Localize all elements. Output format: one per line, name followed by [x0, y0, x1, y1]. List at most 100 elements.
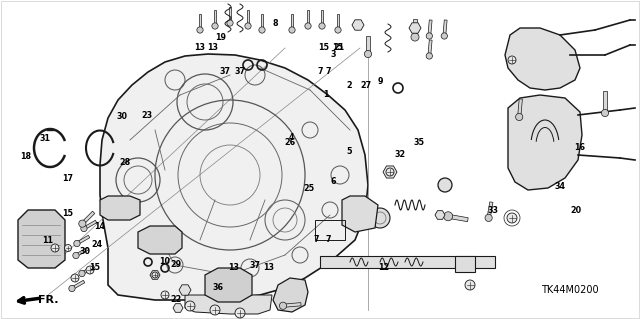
- Polygon shape: [413, 19, 417, 37]
- Circle shape: [197, 27, 203, 33]
- Text: 11: 11: [42, 236, 54, 245]
- Polygon shape: [100, 54, 368, 300]
- Text: 21: 21: [333, 43, 345, 52]
- Text: 13: 13: [207, 43, 218, 53]
- Polygon shape: [273, 278, 308, 312]
- Polygon shape: [366, 36, 370, 54]
- Text: 7: 7: [317, 67, 323, 76]
- Text: 7: 7: [325, 235, 331, 244]
- Text: 27: 27: [360, 81, 372, 90]
- Text: 36: 36: [212, 283, 223, 292]
- Text: 16: 16: [573, 143, 585, 152]
- Polygon shape: [321, 10, 323, 26]
- Text: 4: 4: [289, 133, 294, 142]
- Polygon shape: [198, 14, 202, 30]
- Text: 30: 30: [79, 248, 90, 256]
- Text: 13: 13: [263, 263, 275, 272]
- Text: 35: 35: [413, 138, 425, 147]
- Polygon shape: [337, 14, 339, 30]
- Polygon shape: [138, 226, 182, 254]
- Text: 37: 37: [249, 261, 260, 270]
- Text: 17: 17: [61, 174, 73, 183]
- Text: 37: 37: [234, 68, 246, 77]
- Circle shape: [508, 56, 516, 64]
- Circle shape: [51, 244, 59, 252]
- Text: 1: 1: [324, 90, 329, 99]
- Circle shape: [212, 23, 218, 29]
- Polygon shape: [214, 10, 216, 26]
- Circle shape: [227, 20, 233, 26]
- Text: 34: 34: [554, 182, 566, 191]
- Text: TK44M0200: TK44M0200: [541, 285, 599, 295]
- Text: 13: 13: [195, 43, 205, 53]
- Polygon shape: [205, 268, 252, 302]
- Circle shape: [426, 53, 433, 59]
- Circle shape: [370, 208, 390, 228]
- Polygon shape: [81, 211, 95, 225]
- Circle shape: [68, 286, 75, 292]
- Circle shape: [86, 266, 94, 274]
- Circle shape: [319, 23, 325, 29]
- Circle shape: [438, 178, 452, 192]
- Text: 31: 31: [39, 134, 51, 143]
- Text: 23: 23: [141, 111, 153, 120]
- Text: 9: 9: [378, 77, 383, 86]
- Polygon shape: [443, 20, 447, 36]
- Polygon shape: [246, 10, 250, 26]
- Circle shape: [280, 302, 287, 309]
- Text: 24: 24: [92, 241, 103, 249]
- Polygon shape: [150, 271, 160, 279]
- Polygon shape: [428, 40, 432, 56]
- Circle shape: [441, 33, 447, 39]
- Polygon shape: [260, 14, 264, 30]
- Text: 13: 13: [228, 263, 239, 272]
- Text: 25: 25: [303, 184, 315, 193]
- Circle shape: [245, 23, 251, 29]
- Polygon shape: [71, 280, 84, 290]
- Polygon shape: [100, 196, 140, 220]
- Circle shape: [152, 272, 158, 278]
- Text: 29: 29: [170, 260, 182, 269]
- Polygon shape: [342, 196, 378, 232]
- Text: 2: 2: [346, 81, 351, 90]
- Text: 18: 18: [20, 152, 31, 161]
- Circle shape: [161, 291, 169, 299]
- Text: 6: 6: [330, 177, 335, 186]
- Polygon shape: [383, 166, 397, 178]
- Polygon shape: [18, 210, 65, 268]
- Circle shape: [364, 50, 372, 58]
- Circle shape: [65, 244, 72, 251]
- Text: 12: 12: [378, 263, 390, 272]
- Text: 22: 22: [170, 295, 182, 304]
- Polygon shape: [83, 220, 97, 230]
- Polygon shape: [76, 235, 90, 245]
- Circle shape: [289, 27, 295, 33]
- Text: 7: 7: [313, 235, 319, 244]
- Circle shape: [386, 168, 394, 176]
- Polygon shape: [505, 28, 580, 90]
- Circle shape: [507, 213, 517, 223]
- Text: 10: 10: [159, 257, 171, 266]
- Text: 37: 37: [220, 68, 230, 77]
- Circle shape: [185, 301, 195, 311]
- Bar: [320, 256, 495, 268]
- Circle shape: [71, 274, 79, 282]
- Polygon shape: [604, 91, 607, 113]
- Circle shape: [79, 270, 85, 277]
- Text: 3: 3: [330, 50, 335, 59]
- Circle shape: [353, 208, 373, 228]
- Text: 32: 32: [394, 150, 406, 159]
- Text: 19: 19: [215, 33, 227, 42]
- Text: 33: 33: [487, 206, 499, 215]
- Polygon shape: [76, 247, 89, 257]
- Text: 8: 8: [273, 19, 278, 28]
- Polygon shape: [283, 303, 301, 308]
- Circle shape: [210, 305, 220, 315]
- Polygon shape: [435, 211, 445, 219]
- Text: 26: 26: [284, 138, 296, 147]
- Text: 7: 7: [326, 67, 331, 76]
- Polygon shape: [352, 20, 364, 30]
- Polygon shape: [185, 295, 272, 314]
- Text: 15: 15: [319, 43, 330, 53]
- Polygon shape: [179, 285, 191, 295]
